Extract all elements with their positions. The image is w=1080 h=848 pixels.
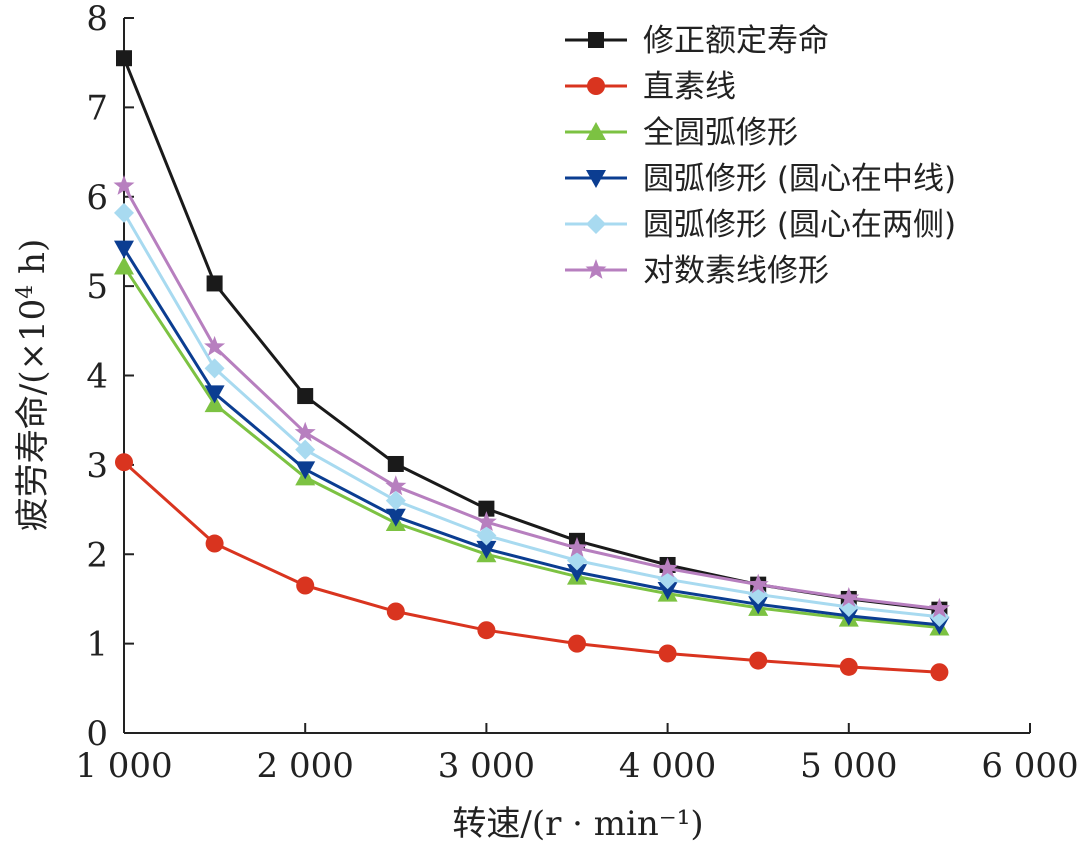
data-point bbox=[567, 564, 587, 583]
legend-label: 修正额定寿命 bbox=[643, 23, 829, 59]
x-tick-label: 1 000 bbox=[75, 746, 172, 786]
data-point bbox=[114, 256, 134, 275]
y-tick-label: 7 bbox=[86, 88, 108, 128]
legend-label: 全圆弧修形 bbox=[643, 115, 798, 151]
series-line bbox=[122, 185, 940, 611]
data-point bbox=[114, 240, 134, 259]
data-point bbox=[297, 388, 314, 405]
legend-label: 直素线 bbox=[643, 69, 736, 105]
y-axis-title-sup: 4 bbox=[13, 285, 38, 299]
data-point bbox=[385, 490, 406, 511]
data-point bbox=[114, 202, 134, 223]
x-tick-label: 4 000 bbox=[619, 746, 716, 786]
data-point bbox=[204, 385, 225, 404]
data-point bbox=[478, 500, 495, 517]
y-axis-title-main: 疲劳寿命/(×10 bbox=[13, 299, 53, 531]
data-point bbox=[928, 597, 950, 618]
legend-label: 圆弧修形 (圆心在中线) bbox=[643, 161, 956, 197]
y-axis-title-tail: h) bbox=[13, 239, 53, 285]
data-point bbox=[204, 358, 225, 379]
x-tick-label: 3 000 bbox=[438, 746, 535, 786]
data-point bbox=[929, 606, 950, 627]
data-point bbox=[113, 175, 135, 195]
data-point bbox=[385, 508, 406, 527]
data-point bbox=[839, 657, 858, 676]
data-point bbox=[838, 587, 860, 607]
series-1 bbox=[115, 453, 949, 682]
y-tick-label: 8 bbox=[86, 0, 108, 39]
series-layer bbox=[113, 50, 950, 682]
series-line bbox=[122, 247, 940, 627]
legend-marker bbox=[586, 214, 606, 234]
x-tick-label: 5 000 bbox=[800, 746, 897, 786]
legend-marker bbox=[588, 32, 604, 48]
legend-marker bbox=[586, 170, 606, 188]
data-point bbox=[294, 421, 316, 442]
data-point bbox=[930, 663, 949, 682]
legend-item-1: 直素线 bbox=[565, 69, 736, 105]
legend-marker bbox=[586, 122, 606, 140]
legend-item-2: 全圆弧修形 bbox=[565, 115, 798, 151]
y-tick-label: 4 bbox=[86, 357, 108, 397]
series-line bbox=[122, 461, 940, 674]
data-point bbox=[749, 651, 768, 670]
data-point bbox=[206, 275, 223, 292]
data-point bbox=[748, 596, 769, 615]
legend-item-4: 圆弧修形 (圆心在两侧) bbox=[565, 207, 956, 243]
data-point bbox=[657, 582, 678, 600]
data-point bbox=[475, 511, 497, 531]
legend-label: 对数素线修形 bbox=[643, 253, 829, 289]
data-point bbox=[296, 576, 315, 595]
data-point bbox=[658, 644, 677, 663]
x-tick-label: 6 000 bbox=[981, 746, 1078, 786]
data-point bbox=[747, 573, 769, 594]
y-tick-label: 2 bbox=[86, 535, 108, 575]
data-point bbox=[477, 621, 496, 640]
data-point bbox=[116, 50, 132, 67]
series-line bbox=[122, 265, 940, 629]
legend-marker bbox=[587, 77, 605, 95]
legend-item-5: 对数素线修形 bbox=[565, 253, 829, 289]
series-line bbox=[122, 57, 940, 612]
data-point bbox=[568, 634, 586, 653]
series-5 bbox=[113, 175, 950, 618]
y-tick-label: 5 bbox=[86, 267, 108, 307]
data-point bbox=[657, 557, 679, 578]
data-point bbox=[295, 439, 316, 460]
data-point bbox=[566, 537, 588, 557]
legend-label: 圆弧修形 (圆心在两侧) bbox=[643, 207, 956, 243]
y-axis-title: 疲劳寿命/(×104 h) bbox=[13, 239, 53, 531]
data-point bbox=[205, 534, 224, 553]
axes: 0 1 2 3 4 5 6 7 8 1 000 2 000 3 000 4 000 5 000 6 000 bbox=[75, 0, 1078, 786]
y-tick-label: 0 bbox=[86, 714, 108, 754]
data-point bbox=[476, 540, 497, 559]
data-point bbox=[115, 453, 133, 472]
data-point bbox=[476, 525, 497, 546]
x-tick-label: 2 000 bbox=[257, 746, 354, 786]
y-tick-label: 6 bbox=[86, 178, 108, 218]
legend-marker bbox=[585, 259, 607, 279]
series-line bbox=[122, 212, 940, 619]
data-point bbox=[295, 461, 316, 480]
legend-item-3: 圆弧修形 (圆心在中线) bbox=[565, 161, 956, 197]
legend-item-0: 修正额定寿命 bbox=[565, 23, 829, 59]
y-tick-label: 1 bbox=[86, 625, 108, 665]
data-point bbox=[385, 475, 407, 496]
series-3 bbox=[114, 240, 950, 635]
data-point bbox=[204, 335, 226, 356]
data-point bbox=[387, 455, 404, 472]
y-tick-label: 3 bbox=[86, 446, 108, 486]
series-0 bbox=[116, 50, 948, 618]
x-axis-title: 转速/(r · min⁻¹) bbox=[452, 804, 703, 844]
data-point bbox=[386, 602, 405, 621]
